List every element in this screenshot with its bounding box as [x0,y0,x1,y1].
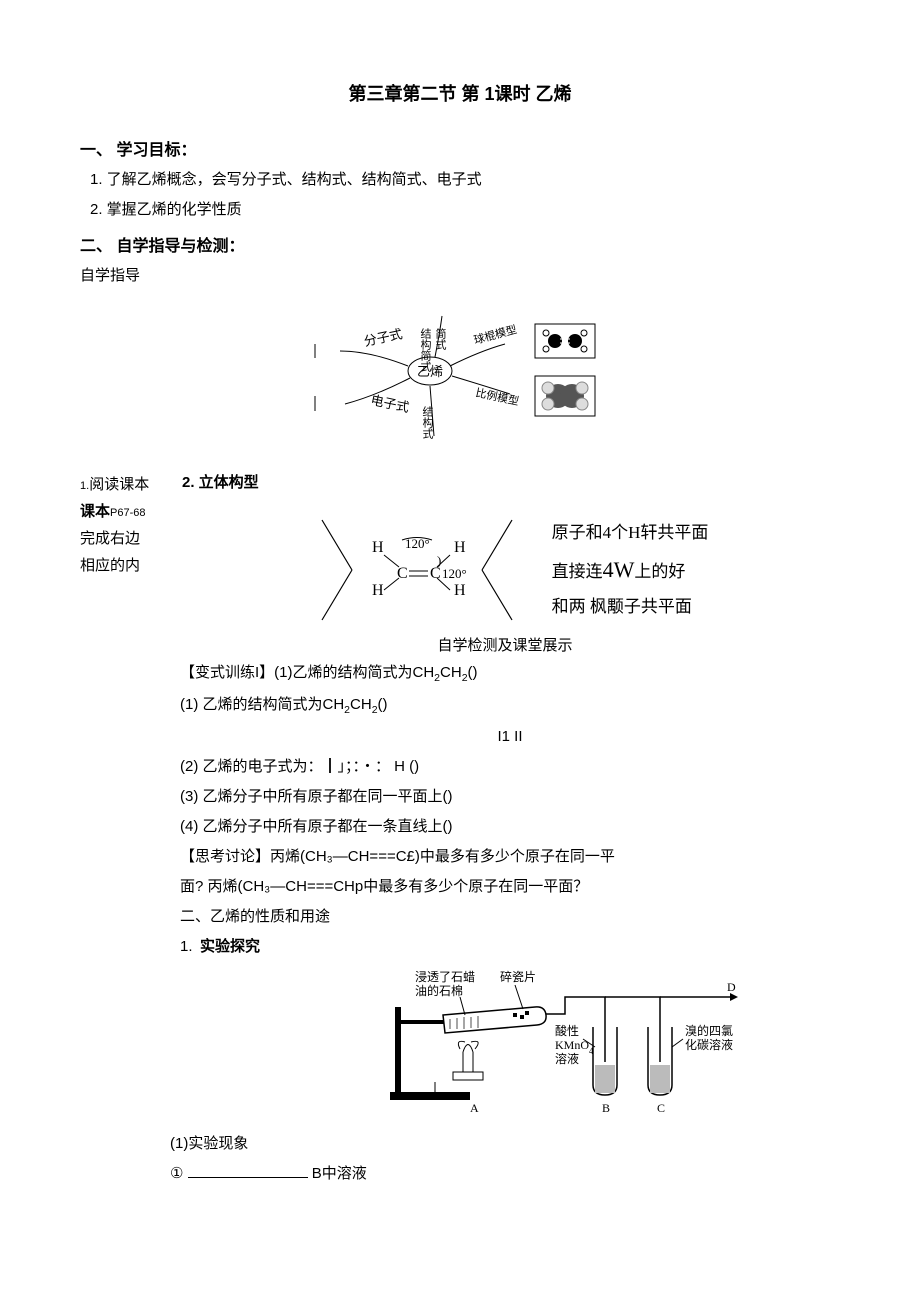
svg-text:结构简式: 结构简式 [419,328,432,372]
think-l2: 面? 丙烯(CH₃—CH===CHp中最多有多少个原子在同一平面？ [180,875,840,899]
svg-text:浸透了石蜡: 浸透了石蜡 [415,970,475,984]
obs-line1: ① B中溶液 [170,1162,840,1186]
variant-q3: (3) 乙烯分子中所有原子都在同一平面上() [180,785,840,809]
lc-1a: 1. [80,480,89,492]
lc-1b: 阅读课本 [89,476,149,493]
lc-2b: P67-68 [110,507,145,519]
experiment-diagram: 浸透了石蜡 油的石棉 碎瓷片 [170,967,840,1122]
lc-4: 相应的内 [80,552,170,579]
annotation-text: 原子和4个H轩共平面 直接连4W上的好 和两 枫颙子共平面 [552,517,709,623]
svg-text:电子式: 电子式 [369,392,410,415]
lc-2a: 课本 [80,503,110,520]
svg-text:D: D [727,980,736,994]
variant-mid: I1 II [180,725,840,749]
variant-q4: (4) 乙烯分子中所有原子都在一条直线上() [180,815,840,839]
svg-text:比例模型: 比例模型 [474,385,520,408]
svg-text:结构式: 结构式 [421,406,434,439]
svg-text:分子式: 分子式 [363,326,404,349]
goal-1: 1. 了解乙烯概念，会写分子式、结构式、结构简式、电子式 [90,168,840,192]
blank-fill[interactable] [188,1163,308,1178]
left-column: 1.阅读课本 课本P67-68 完成右边 相应的内 [80,471,170,579]
svg-text:化碳溶液: 化碳溶液 [685,1037,733,1052]
svg-text:B: B [602,1101,610,1115]
svg-text:): ) [437,553,441,568]
svg-text:碎瓷片: 碎瓷片 [500,969,536,984]
goal-2: 2. 掌握乙烯的化学性质 [90,198,840,222]
svg-text:C: C [397,565,408,582]
variant-q1: (1) 乙烯的结构简式为CH2CH2() [180,693,840,719]
self-study-label: 自学指导 [80,264,840,288]
svg-text:溴的四氯: 溴的四氯 [685,1023,733,1038]
obs-head: (1)实验现象 [170,1132,840,1156]
svg-text:H: H [454,582,466,599]
mindmap-diagram: 乙烯 分子式 电子式 结构简式 简式 球棍模型 比例模型 结构式 [80,296,840,461]
svg-text:C: C [657,1101,665,1115]
svg-text:H: H [372,539,384,556]
svg-text:酸性: 酸性 [555,1023,579,1038]
caption-text: 自学检测及课堂展示 [170,634,840,655]
page-title: 第三章第二节 第 1课时 乙烯 [80,80,840,106]
svg-text:溶液: 溶液 [555,1051,579,1066]
variant-head: 【变式训练I】(1)乙烯的结构简式为CH2CH2() [180,661,840,687]
sec3-1: 1.1. 实验探究实验探究 [180,935,840,959]
section2-heading: 二、 自学指导与检测： [80,232,840,256]
structure-diagram: H H H H C C 120° ) 120° [302,510,532,630]
svg-text:简式: 简式 [434,327,447,350]
svg-text:球棍模型: 球棍模型 [472,322,518,347]
svg-text:A: A [470,1101,479,1115]
svg-text:油的石棉: 油的石棉 [415,983,463,998]
sec3: 二、乙烯的性质和用途 [180,905,840,929]
svg-text:120°: 120° [442,566,467,581]
think-l1: 【思考讨论】丙烯(CH₃—CH===C£)中最多有多少个原子在同一平 [180,845,840,869]
lc-3: 完成右边 [80,525,170,552]
sub2-heading: 2. 立体构型 [182,471,840,492]
svg-text:H: H [372,582,384,599]
svg-text:H: H [454,539,466,556]
section1-heading: 一、 学习目标： [80,136,840,160]
variant-q2: (2) 乙烯的电子式为：┃」；：・： H () [180,755,840,779]
